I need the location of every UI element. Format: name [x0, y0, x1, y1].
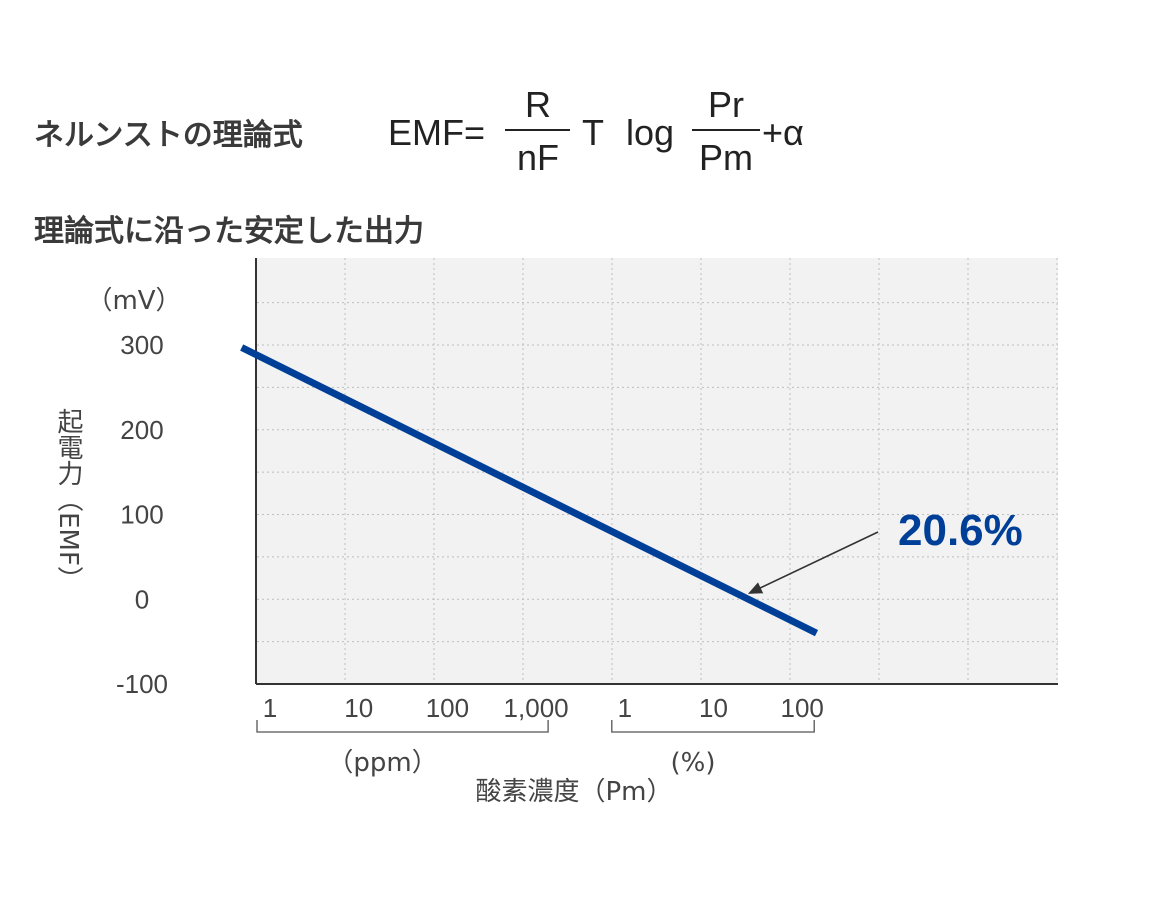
x-group-bracket — [256, 720, 549, 733]
formula-tail: +α — [762, 112, 804, 153]
grid-lines — [257, 258, 1058, 683]
x-tick-label: 1,000 — [504, 693, 569, 723]
formula-pm: Pm — [699, 137, 753, 178]
nernst-formula: EMF= R nF T log Pr Pm +α — [388, 84, 804, 178]
x-group-label: (%) — [671, 748, 716, 778]
formula-log: log — [626, 112, 674, 153]
x-tick-label: 100 — [426, 693, 469, 723]
x-tick-label: 10 — [344, 693, 373, 723]
x-tick-label: 1 — [263, 693, 277, 723]
y-axis-title-wrap: 起電力（EMF） — [53, 408, 83, 592]
x-tick-label: 1 — [618, 693, 632, 723]
y-tick-label: 0 — [135, 584, 149, 614]
chart-subtitle: 理論式に沿った安定した出力 — [34, 214, 424, 249]
y-tick-label: 200 — [120, 415, 163, 445]
nernst-heading: ネルンストの理論式 — [34, 118, 303, 153]
formula-lhs: EMF= — [388, 112, 485, 153]
formula-nf: nF — [517, 137, 559, 178]
y-tick-label: 300 — [120, 330, 163, 360]
y-unit-label: （mV） — [86, 286, 181, 316]
formula-t: T — [582, 112, 604, 153]
x-tick-label: 10 — [699, 693, 728, 723]
x-group-bracket — [611, 720, 815, 733]
x-axis-title: 酸素濃度（Pm） — [475, 777, 672, 807]
annotation-arrow-line — [752, 531, 879, 592]
annotation-label: 20.6% — [898, 506, 1023, 555]
y-axis-title: 起電力（EMF） — [53, 408, 83, 592]
y-tick-label: 100 — [120, 500, 163, 530]
y-tick-label: -100 — [116, 669, 168, 699]
annotation-arrow-head — [747, 582, 764, 594]
x-tick-label: 100 — [781, 693, 824, 723]
formula-r: R — [525, 84, 551, 125]
formula-pr: Pr — [708, 84, 744, 125]
x-group-label: （ppm） — [327, 748, 437, 778]
emf-series-line — [240, 344, 819, 637]
plot-area — [256, 258, 1058, 684]
